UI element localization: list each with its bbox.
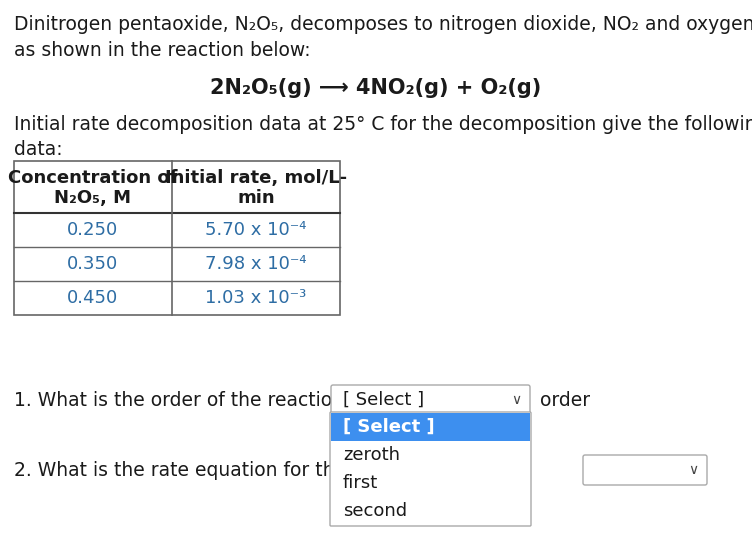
Text: Initial rate, mol/L-: Initial rate, mol/L-: [165, 169, 347, 187]
Text: 2. What is the rate equation for the d: 2. What is the rate equation for the d: [14, 461, 364, 480]
Text: second: second: [343, 502, 407, 520]
Text: ∨: ∨: [688, 463, 698, 477]
Text: 1. What is the order of the reaction?: 1. What is the order of the reaction?: [14, 391, 354, 409]
FancyBboxPatch shape: [330, 412, 531, 526]
Text: N₂O₅, M: N₂O₅, M: [54, 189, 132, 207]
Text: Dinitrogen pentaoxide, N₂O₅, decomposes to nitrogen dioxide, NO₂ and oxygen, O₂: Dinitrogen pentaoxide, N₂O₅, decomposes …: [14, 15, 752, 34]
Text: order: order: [540, 391, 590, 409]
Text: as shown in the reaction below:: as shown in the reaction below:: [14, 41, 311, 60]
Text: [ Select ]: [ Select ]: [343, 418, 435, 436]
Text: Initial rate decomposition data at 25° C for the decomposition give the followin: Initial rate decomposition data at 25° C…: [14, 115, 752, 134]
Text: 0.450: 0.450: [68, 289, 119, 307]
Bar: [14, 161, 340, 315]
Text: [ Select ]: [ Select ]: [343, 391, 424, 409]
Text: 0.350: 0.350: [68, 255, 119, 273]
Text: 2N₂O₅(g) ⟶ 4NO₂(g) + O₂(g): 2N₂O₅(g) ⟶ 4NO₂(g) + O₂(g): [211, 78, 541, 98]
FancyBboxPatch shape: [331, 385, 530, 415]
Text: 5.70 x 10⁻⁴: 5.70 x 10⁻⁴: [205, 221, 307, 239]
Text: data:: data:: [14, 140, 62, 159]
Text: Concentration of: Concentration of: [8, 169, 177, 187]
FancyBboxPatch shape: [583, 455, 707, 485]
Text: zeroth: zeroth: [343, 446, 400, 464]
Text: 1.03 x 10⁻³: 1.03 x 10⁻³: [205, 289, 307, 307]
Text: 7.98 x 10⁻⁴: 7.98 x 10⁻⁴: [205, 255, 307, 273]
Text: ∨: ∨: [511, 393, 521, 407]
Text: 0.250: 0.250: [68, 221, 119, 239]
Text: min: min: [237, 189, 274, 207]
Bar: [331, 413, 530, 441]
Text: first: first: [343, 474, 378, 492]
